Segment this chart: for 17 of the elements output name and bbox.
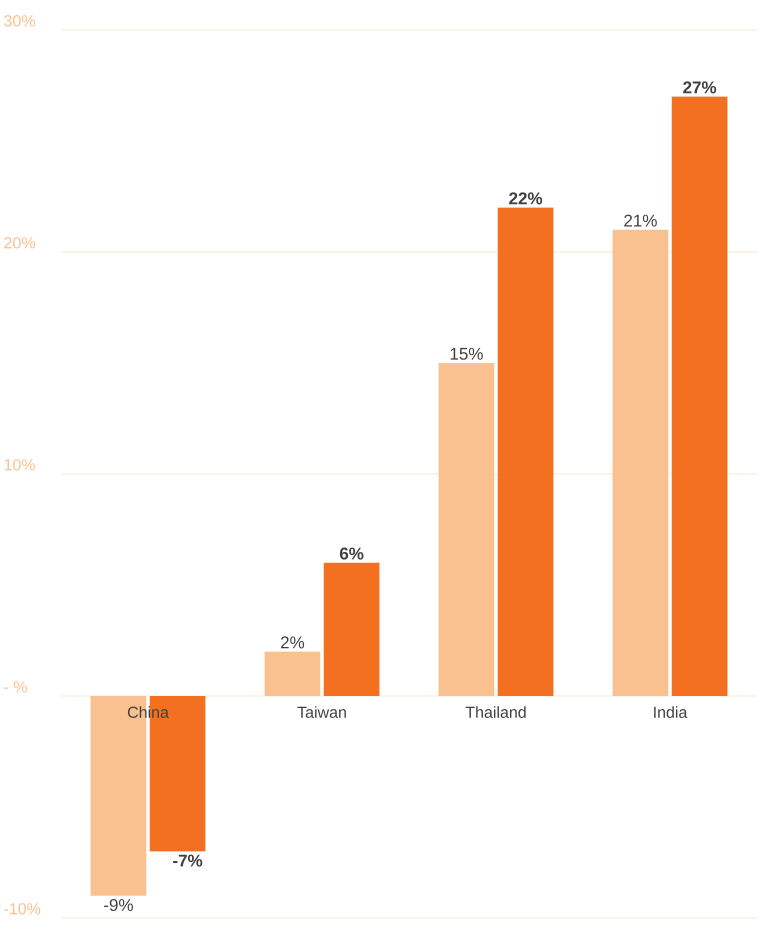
data-label: 27% [683, 81, 716, 94]
x-tick-label: India [654, 706, 688, 718]
x-tick-label: Taiwan [297, 706, 346, 718]
data-label: -9% [104, 898, 133, 912]
data-label: 2% [280, 636, 304, 648]
x-tick-label: Thailand [466, 706, 526, 718]
data-label: -7% [173, 854, 202, 867]
data-label: 6% [340, 548, 364, 560]
y-tick-label: 30% [4, 15, 35, 26]
data-label: 15% [450, 348, 483, 360]
y-tick-label: -10% [4, 903, 40, 914]
x-tick-label: China [128, 706, 169, 718]
data-label: 22% [509, 192, 542, 204]
y-tick-label: - % [4, 681, 27, 692]
data-label: 21% [624, 214, 657, 227]
y-tick-label: 10% [4, 459, 35, 470]
y-tick-label: 20% [4, 237, 35, 248]
